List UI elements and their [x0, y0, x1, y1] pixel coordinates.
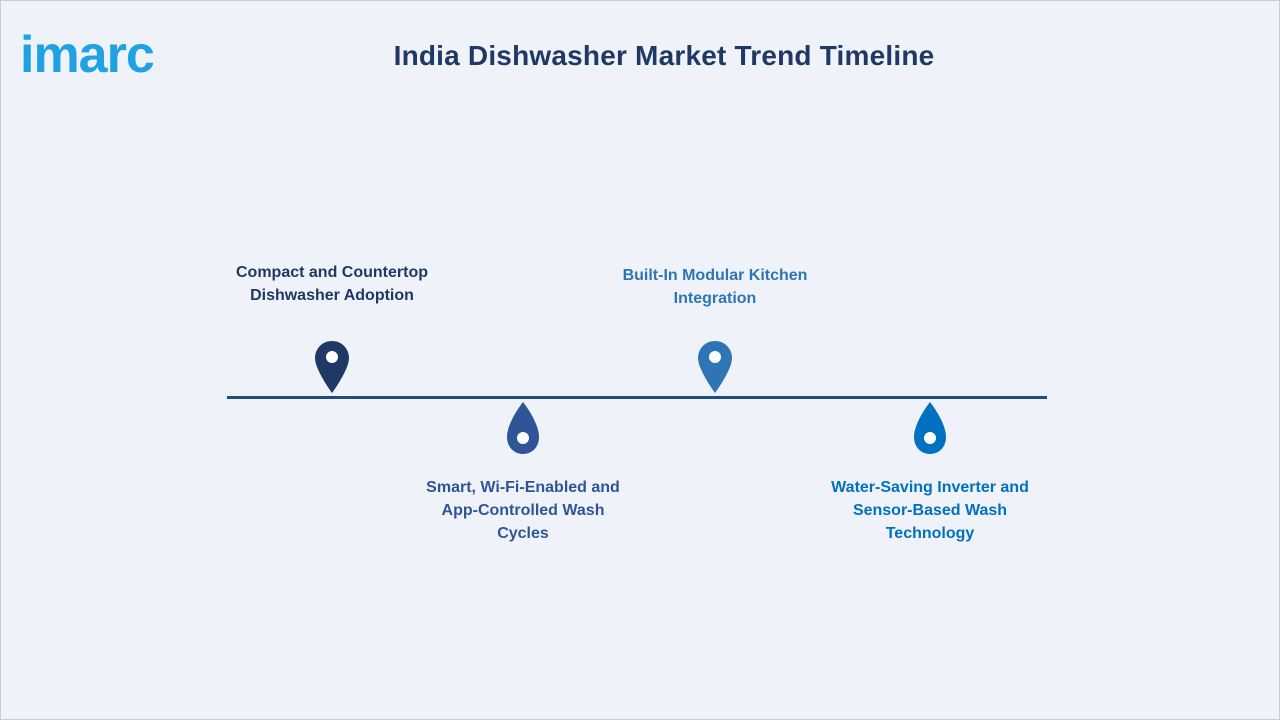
milestone-label-2: Smart, Wi-Fi-Enabled and App-Controlled …	[403, 476, 643, 545]
milestone-label-line: Integration	[673, 290, 757, 307]
milestone-label-line: Compact and Countertop	[236, 264, 428, 281]
milestone-label-line: Technology	[885, 525, 975, 542]
milestone-label-line: Sensor-Based Wash	[852, 502, 1008, 519]
milestone-label-line: Cycles	[497, 525, 549, 542]
imarc-logo: imarc	[20, 14, 210, 84]
milestone-label-line: Dishwasher Adoption	[250, 287, 414, 304]
map-pin-icon	[697, 340, 733, 396]
logo-text: imarc	[20, 26, 154, 84]
milestone-label-line: Water-Saving Inverter and	[831, 479, 1029, 496]
milestone-label-3: Built-In Modular Kitchen Integration	[595, 264, 835, 310]
milestone-label-4: Water-Saving Inverter and Sensor-Based W…	[810, 476, 1050, 545]
map-pin-icon	[314, 340, 350, 396]
milestone-label-1: Compact and Countertop Dishwasher Adopti…	[212, 261, 452, 307]
milestone-label-line: App-Controlled Wash	[441, 502, 605, 519]
milestone-label-line: Built-In Modular Kitchen	[622, 267, 808, 284]
timeline-line	[227, 396, 1047, 399]
water-drop-icon	[505, 400, 541, 456]
milestone-label-line: Smart, Wi-Fi-Enabled and	[426, 479, 620, 496]
page-title: India Dishwasher Market Trend Timeline	[393, 40, 935, 71]
water-drop-icon	[912, 400, 948, 456]
